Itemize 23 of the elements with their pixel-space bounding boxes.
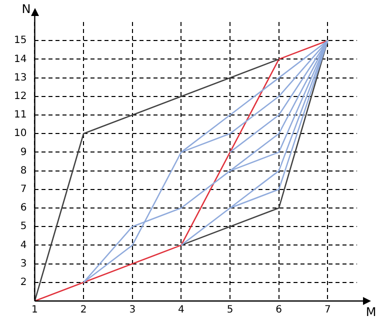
- x-tick-label: 4: [178, 304, 184, 316]
- y-tick-label: 14: [14, 54, 27, 65]
- x-tick-label: 7: [324, 304, 331, 316]
- y-tick-label: 4: [20, 240, 27, 251]
- y-tick-label: 9: [20, 146, 27, 158]
- x-tick-label: 3: [129, 304, 136, 316]
- y-tick-label: 6: [20, 202, 27, 214]
- y-tick-label: 12: [14, 90, 27, 102]
- x-tick-label: 1: [32, 304, 38, 316]
- y-tick-label: 7: [20, 184, 27, 195]
- y-tick-label: 13: [14, 72, 27, 84]
- y-tick-label: 8: [20, 165, 27, 176]
- y-tick-label: 10: [14, 128, 27, 140]
- x-tick-label: 5: [226, 304, 234, 316]
- y-tick-label: 3: [20, 258, 27, 270]
- y-axis-title: N: [22, 2, 31, 16]
- y-tick-label: 5: [20, 221, 27, 232]
- y-tick-label: 11: [14, 110, 27, 121]
- y-tick-label: 2: [20, 276, 27, 288]
- y-tick-label: 15: [14, 35, 27, 46]
- x-tick-label: 2: [80, 304, 87, 316]
- x-tick-label: 6: [276, 304, 282, 316]
- x-axis-title: M: [366, 305, 376, 320]
